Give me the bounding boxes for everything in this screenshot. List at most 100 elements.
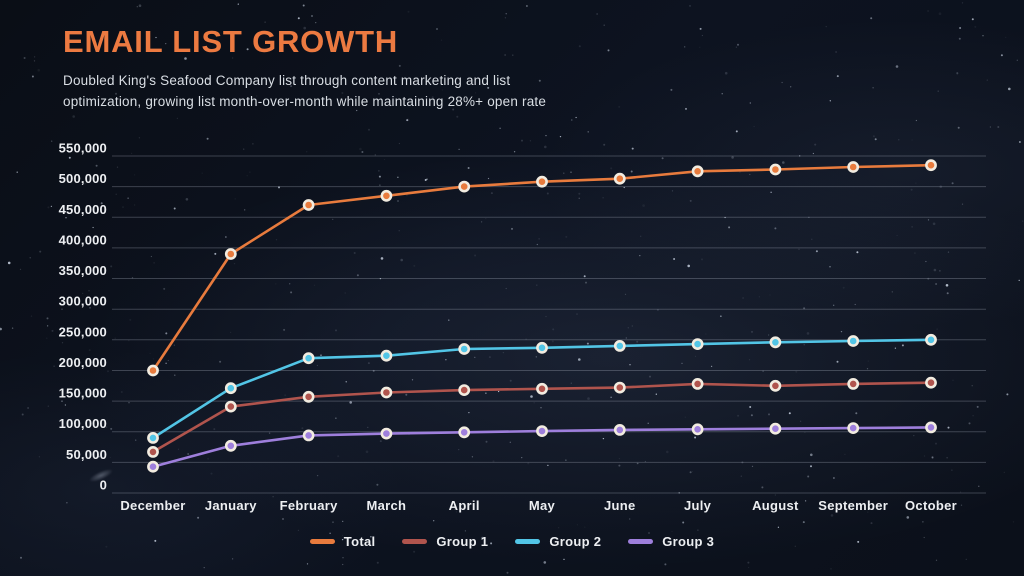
star — [945, 284, 949, 287]
star — [464, 530, 467, 532]
star — [306, 563, 309, 565]
y-axis-grid: 0 50,000 100,000 150,000 200,000 250,000 300,0… — [59, 141, 986, 494]
star — [563, 558, 565, 561]
legend-label-group-3: Group 3 — [662, 534, 715, 549]
x-axis-label: February — [280, 498, 339, 513]
star — [551, 340, 554, 343]
data-point-total — [769, 163, 782, 176]
star — [585, 281, 587, 284]
star — [927, 219, 930, 221]
star — [563, 172, 565, 174]
star — [525, 338, 527, 340]
star — [332, 218, 334, 221]
star — [972, 415, 974, 417]
star — [956, 73, 958, 76]
page-subtitle: Doubled King's Seafood Company list thro… — [63, 71, 703, 112]
star — [150, 255, 153, 258]
data-point-group-2 — [458, 343, 471, 355]
star — [741, 461, 744, 464]
star — [799, 155, 801, 157]
star — [177, 448, 180, 450]
star — [283, 328, 286, 331]
star — [753, 125, 755, 128]
data-point-total — [613, 172, 626, 185]
star — [915, 119, 918, 122]
star — [636, 462, 639, 465]
star — [694, 436, 697, 439]
star — [951, 469, 953, 471]
star — [603, 143, 606, 146]
star — [927, 10, 930, 12]
star — [647, 422, 649, 424]
data-point-group-2 — [847, 335, 860, 347]
star — [485, 440, 488, 443]
star — [768, 413, 770, 416]
star — [844, 453, 846, 456]
star — [474, 254, 477, 257]
star — [782, 161, 785, 164]
star — [602, 437, 605, 440]
star — [152, 358, 155, 360]
star — [960, 504, 963, 506]
star — [359, 147, 362, 151]
subtitle-line-1: Doubled King's Seafood Company list thro… — [63, 73, 511, 88]
star — [629, 518, 631, 520]
star — [165, 362, 167, 364]
star — [92, 226, 94, 229]
star — [748, 359, 751, 361]
star — [38, 456, 41, 458]
data-point-group-2 — [691, 338, 704, 350]
star — [502, 351, 505, 354]
star — [571, 119, 573, 121]
star — [23, 57, 26, 59]
star — [366, 351, 368, 353]
data-point-group-2 — [147, 431, 159, 444]
star — [931, 456, 934, 459]
star — [767, 334, 770, 336]
star — [655, 393, 657, 395]
star — [543, 561, 547, 564]
star — [671, 530, 673, 533]
data-point-group-2 — [769, 336, 782, 349]
star — [320, 354, 322, 356]
star — [673, 258, 676, 260]
star — [133, 204, 136, 206]
star — [86, 97, 88, 100]
star — [807, 475, 810, 478]
y-axis-tick-label: 250,000 — [59, 324, 107, 339]
star — [603, 24, 605, 26]
star — [1018, 279, 1020, 282]
series-group-2 — [147, 333, 937, 444]
star — [586, 342, 589, 345]
star — [487, 177, 490, 180]
star — [174, 374, 176, 376]
star — [110, 427, 113, 430]
data-point-group-1 — [769, 379, 782, 392]
star — [509, 379, 512, 382]
star — [782, 381, 784, 383]
star — [545, 134, 547, 137]
star — [329, 532, 331, 534]
star — [458, 448, 460, 451]
star — [521, 456, 523, 459]
star — [33, 60, 36, 62]
star — [89, 307, 91, 309]
star — [794, 545, 796, 547]
star — [825, 25, 827, 28]
star — [583, 275, 586, 278]
star — [485, 392, 487, 394]
legend-swatch-group-2 — [515, 539, 541, 544]
data-point-group-1 — [925, 376, 937, 389]
star — [799, 420, 802, 422]
star — [682, 521, 685, 524]
star — [806, 332, 810, 335]
data-point-group-1 — [536, 382, 548, 395]
star — [342, 563, 344, 566]
data-point-total — [536, 175, 548, 188]
star — [740, 475, 742, 477]
star — [129, 318, 132, 321]
star — [163, 287, 166, 290]
star — [749, 102, 751, 104]
data-point-group-3 — [224, 439, 237, 452]
